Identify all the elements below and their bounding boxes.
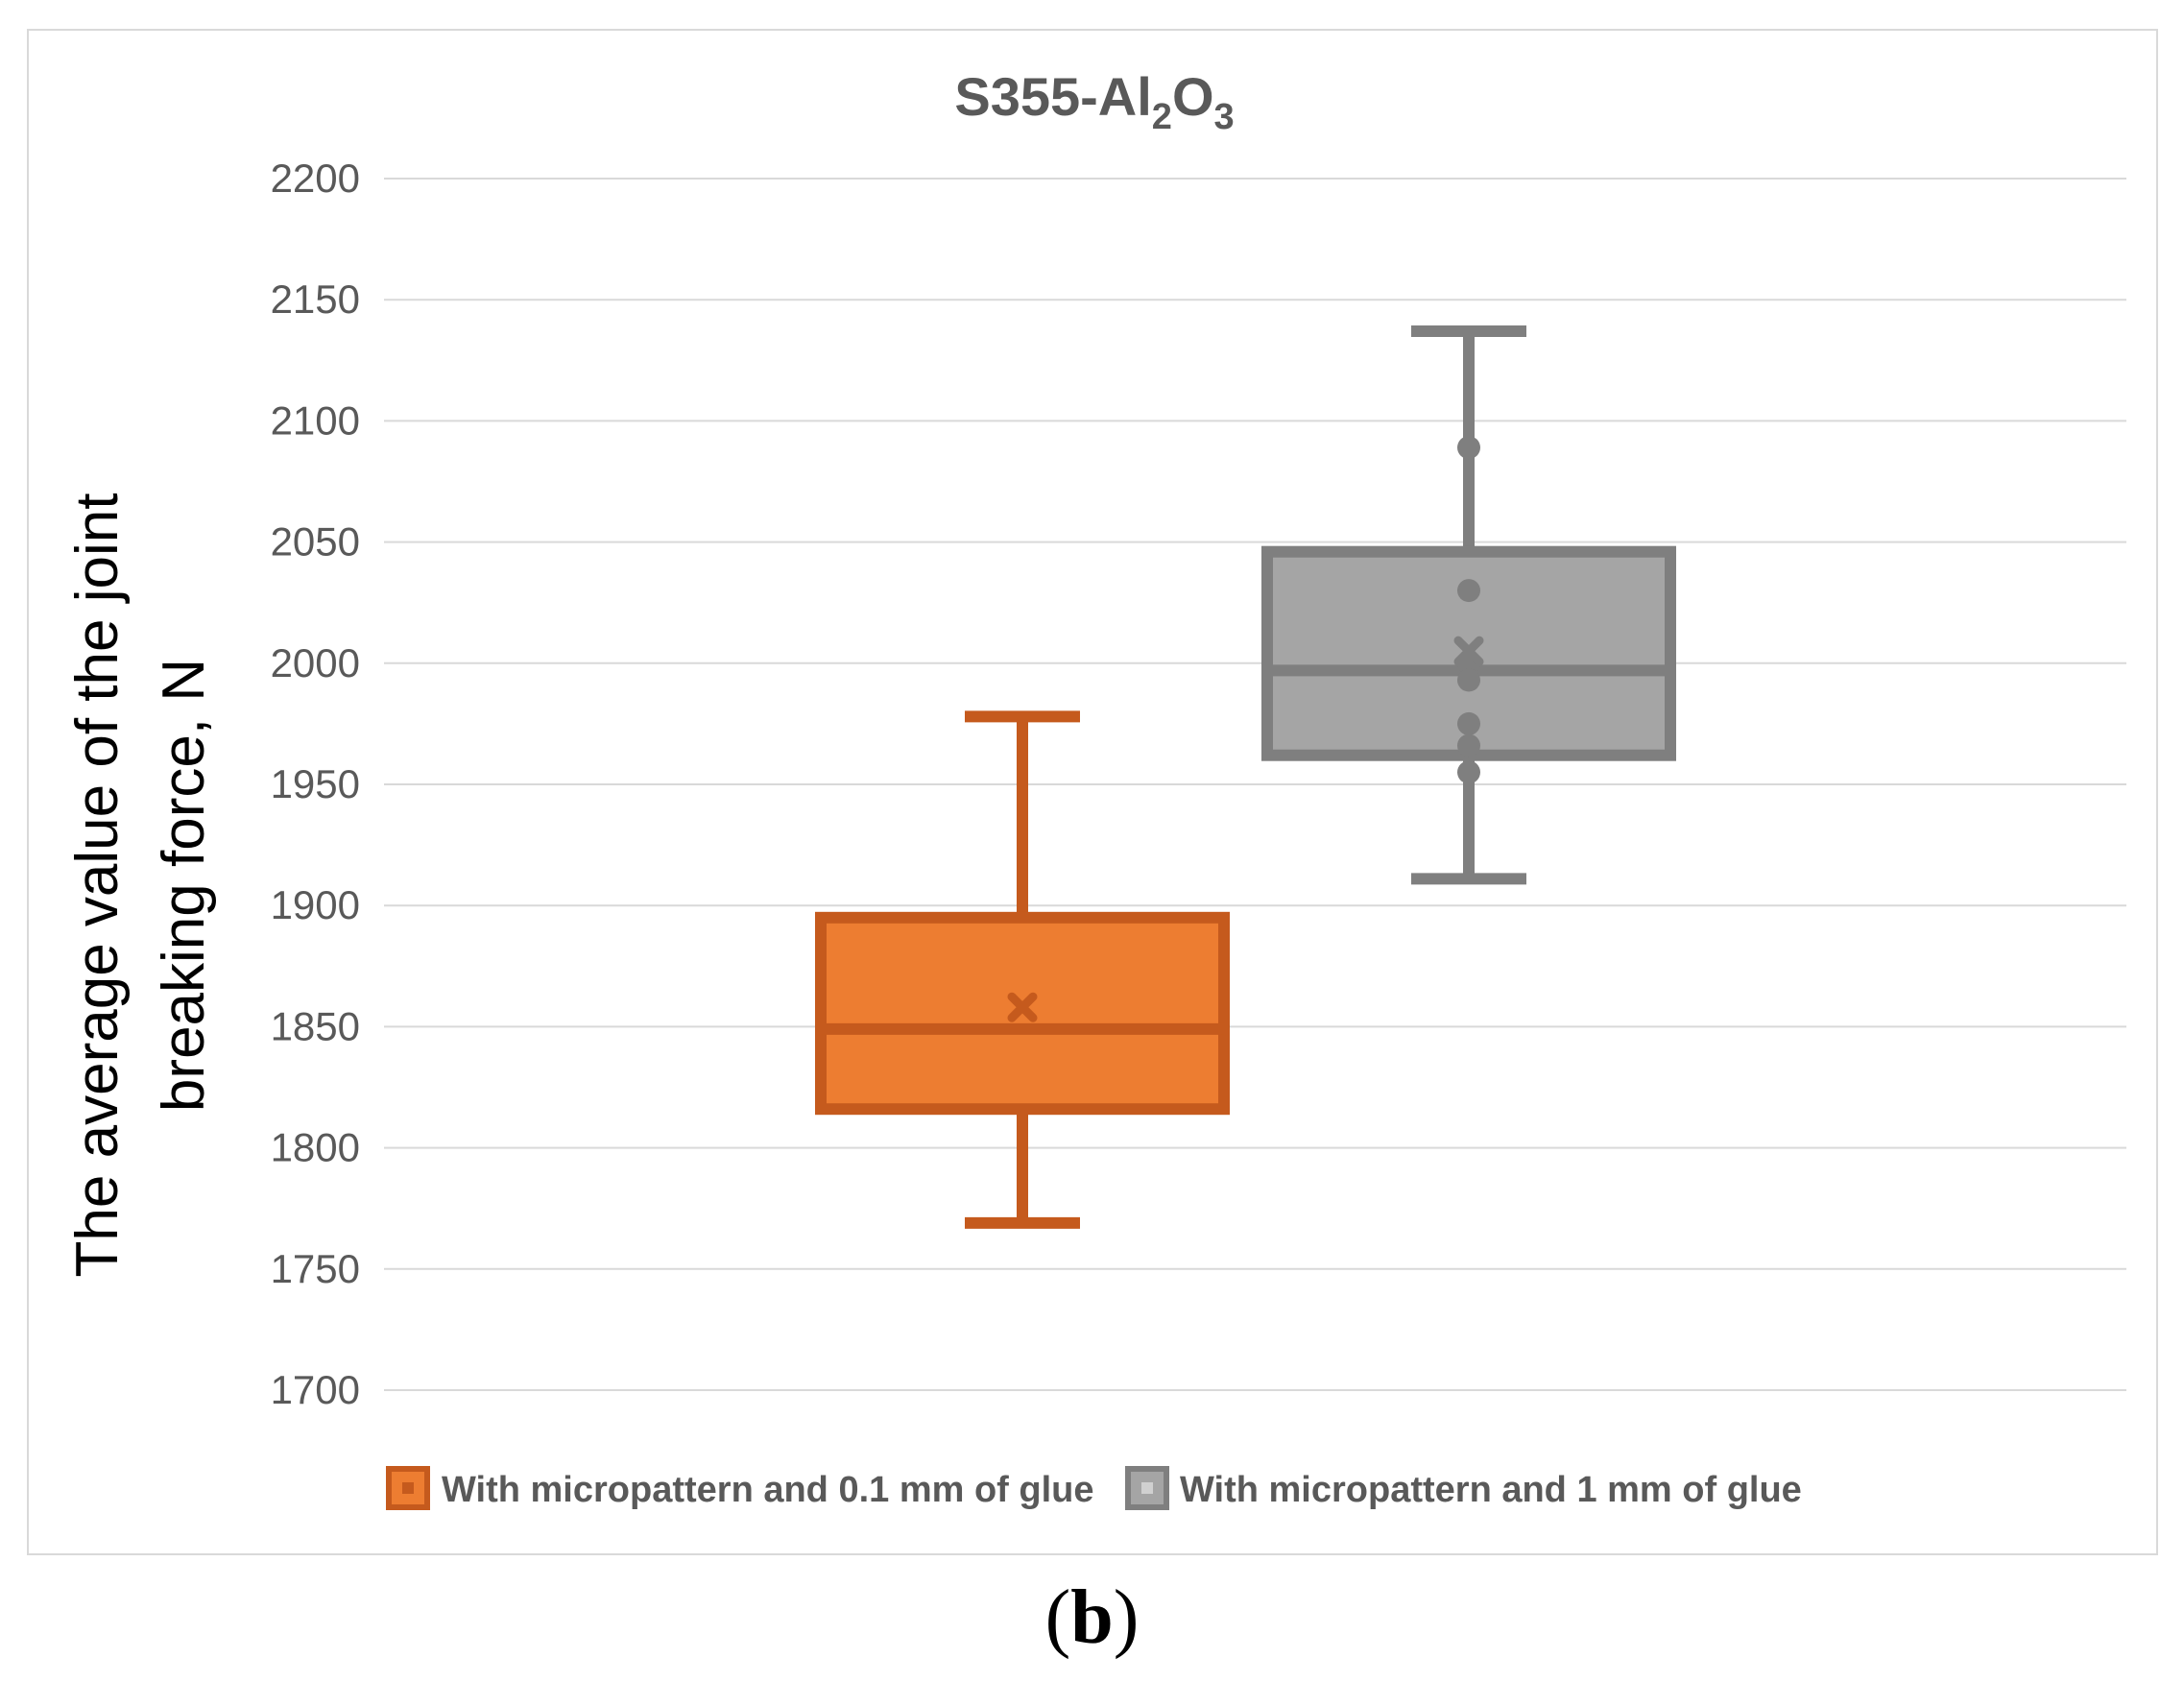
gridlines — [384, 178, 2126, 1391]
y-tick-label: 2150 — [271, 276, 360, 322]
y-axis-label-line2: breaking force, N — [151, 659, 217, 1112]
box-series-1 — [815, 710, 1230, 1229]
data-point — [1457, 668, 1480, 692]
legend-swatch-inner-1 — [402, 1482, 414, 1494]
chart-title: S355-Al2O3 — [954, 66, 1234, 137]
y-tick-label: 1800 — [271, 1125, 360, 1170]
chart-frame — [27, 29, 2158, 1555]
y-tick-label: 1950 — [271, 761, 360, 806]
y-tick-label: 2100 — [271, 397, 360, 443]
y-tick-label: 2050 — [271, 519, 360, 565]
legend: With micropattern and 0.1 mm of glue Wit… — [386, 1466, 1802, 1510]
legend-label-series-1: With micropattern and 0.1 mm of glue — [442, 1470, 1094, 1510]
mean-marker — [1453, 636, 1484, 666]
legend-label-series-2: With micropattern and 1 mm of glue — [1180, 1470, 1802, 1510]
mean-marker — [1007, 992, 1038, 1022]
data-point — [1457, 436, 1480, 460]
data-point — [1457, 711, 1480, 735]
data-point — [1457, 760, 1480, 784]
y-tick-label: 1700 — [271, 1367, 360, 1412]
data-point — [1457, 579, 1480, 603]
box-plots — [815, 325, 1676, 1229]
y-tick-label: 2000 — [271, 640, 360, 685]
y-tick-label: 1750 — [271, 1246, 360, 1291]
y-tick-labels: 1700 1750 1800 1850 1900 1950 2000 2050 2100 2150… — [271, 156, 360, 1412]
y-tick-label: 2200 — [271, 156, 360, 201]
legend-swatch-inner-2 — [1141, 1482, 1153, 1494]
data-point — [1457, 733, 1480, 757]
box-series-2 — [1261, 325, 1676, 885]
panel-label: (b) — [1044, 1575, 1140, 1660]
y-tick-label: 1850 — [271, 1003, 360, 1048]
y-tick-label: 1900 — [271, 882, 360, 927]
y-axis-label-line1: The average value of the joint — [64, 493, 131, 1278]
